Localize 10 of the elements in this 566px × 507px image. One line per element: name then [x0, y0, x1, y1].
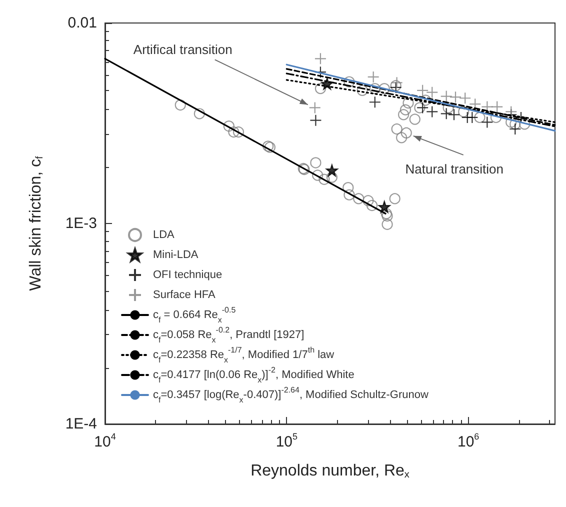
y-tick-label: 1E-3	[65, 215, 97, 232]
y-tick-label: 0.01	[68, 14, 97, 32]
legend-label: Mini-LDA	[153, 249, 199, 261]
annotation: Natural transition	[405, 161, 504, 176]
y-axis-title: Wall skin friction, cf	[28, 156, 46, 291]
annotation: Artifical transition	[133, 42, 232, 58]
legend-label: OFI technique	[153, 269, 222, 281]
legend-label: Surface HFA	[153, 289, 216, 301]
y-tick-label: 1E-4	[65, 416, 97, 432]
legend-label: LDA	[153, 229, 176, 241]
